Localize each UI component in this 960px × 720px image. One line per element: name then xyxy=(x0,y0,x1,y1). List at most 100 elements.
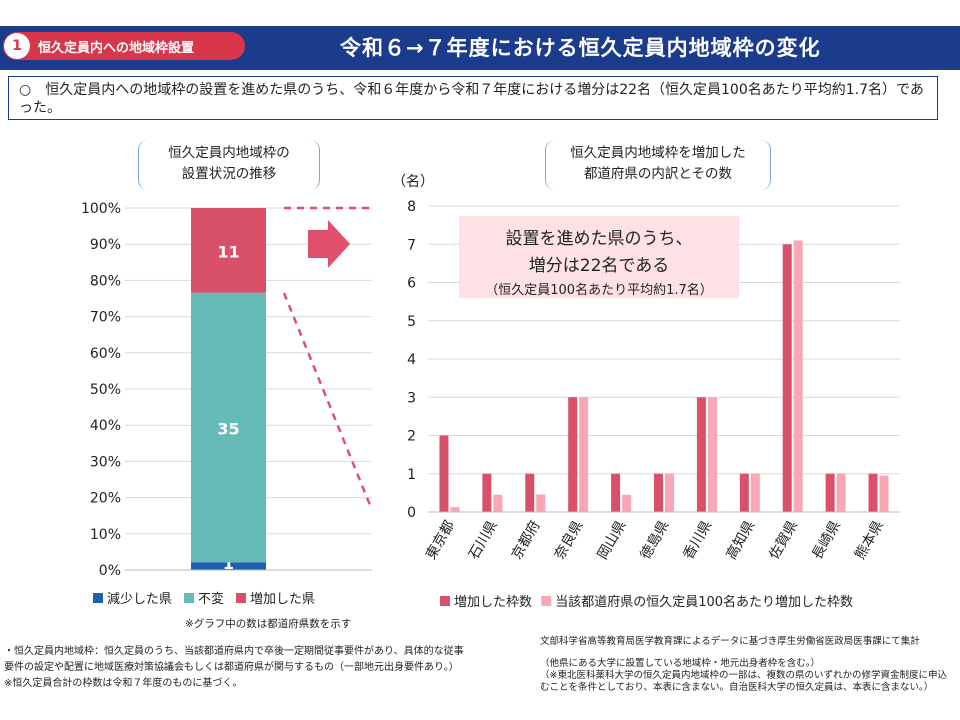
x-tick-label: 岡山県 xyxy=(595,518,630,562)
right-heading-line2: 都道府県の内訳とその数 xyxy=(583,166,733,182)
y-tick-label: 10% xyxy=(90,527,121,543)
bar-increase xyxy=(782,244,792,512)
callout-box: 設置を進めた県のうち、 増分は22名である （恒久定員100名あたり平均約1.7… xyxy=(459,216,739,298)
x-tick-label: 徳島県 xyxy=(638,518,673,562)
source-note: 文部科学省高等教育局医学教育課によるデータに基づき厚生労働省医政局医事課にて集計… xyxy=(540,636,960,694)
bar-per100 xyxy=(836,473,846,512)
bar-increase xyxy=(739,473,749,512)
section-label: 恒久定員内への地域枠設置 xyxy=(38,40,195,56)
legend-label: 増加した枠数 xyxy=(454,595,532,610)
x-tick-label: 熊本県 xyxy=(852,518,887,562)
connector-line-bottom xyxy=(282,292,374,511)
y-tick-label: 30% xyxy=(90,454,121,470)
callout-line3: （恒久定員100名あたり平均約1.7名） xyxy=(485,283,713,298)
y-tick-label: 8 xyxy=(407,199,416,215)
segment-data-label: 1 xyxy=(223,554,234,573)
y-tick-label: 1 xyxy=(407,467,416,483)
y-tick-label: 7 xyxy=(407,237,416,253)
x-tick-label: 長崎県 xyxy=(809,518,844,562)
left-chart-heading: 恒久定員内地域枠の 設置状況の推移 xyxy=(138,140,320,190)
page-title: 令和６→７年度における恒久定員内地域枠の変化 xyxy=(340,36,821,60)
x-tick-label: 東京都 xyxy=(423,518,458,562)
section-badge: 1 恒久定員内への地域枠設置 xyxy=(3,32,245,60)
y-tick-label: 100% xyxy=(81,201,121,217)
y-tick-label: 6 xyxy=(407,276,416,292)
stacked-segment-2 xyxy=(191,292,266,563)
y-tick-label: 2 xyxy=(407,429,416,445)
section-number: 1 xyxy=(4,33,30,59)
stacked-segment-1 xyxy=(191,562,266,570)
bar-per100 xyxy=(750,473,760,512)
legend-label: 減少した県 xyxy=(107,591,172,607)
right-chart-heading: 恒久定員内地域枠を増加した 都道府県の内訳とその数 xyxy=(545,140,771,190)
x-tick-label: 香川県 xyxy=(681,518,716,562)
x-tick-label: 京都府 xyxy=(509,518,544,562)
y-axis-label: （名） xyxy=(392,174,434,190)
bar-per100 xyxy=(665,473,674,512)
y-tick-label: 5 xyxy=(407,314,416,330)
bar-increase xyxy=(568,397,578,512)
y-tick-label: 3 xyxy=(407,390,416,406)
bar-per100 xyxy=(536,494,546,512)
x-tick-label: 奈良県 xyxy=(552,518,587,562)
stacked-segment-3 xyxy=(191,208,266,293)
bar-per100 xyxy=(622,494,632,512)
bar-increase xyxy=(525,473,535,512)
footnotes: ・恒久定員内地域枠：恒久定員のうち、当該都道府県内で卒後一定期間従事要件があり、… xyxy=(4,644,524,692)
y-tick-label: 80% xyxy=(90,273,121,289)
source-line: 文部科学省高等教育局医学教育課によるデータに基づき厚生労働省医政局医事課にて集計 xyxy=(540,636,920,647)
connector-graphics xyxy=(282,206,374,511)
y-tick-label: 4 xyxy=(407,352,416,368)
left-heading-line1: 恒久定員内地域枠の xyxy=(168,145,290,161)
bar-increase xyxy=(654,473,663,512)
footnote-line: ※恒久定員合計の枠数は令和７年度のものに基づく。 xyxy=(4,678,243,689)
legend-label: 当該都道府県の恒久定員100名あたり増加した枠数 xyxy=(555,594,853,610)
legend-label: 不変 xyxy=(198,591,224,607)
bar-increase xyxy=(482,473,492,512)
bar-per100 xyxy=(450,507,460,512)
y-tick-label: 40% xyxy=(90,418,121,434)
y-tick-label: 0% xyxy=(99,563,121,579)
left-stacked-chart: 0% 10% 20% 30% 40% 50% 60% 70% 80% 90% 100% 1 35 11 減少… xyxy=(81,201,372,630)
y-tick-label: 0 xyxy=(407,505,416,521)
callout-line1: 設置を進めた県のうち、 xyxy=(505,229,693,249)
bar-per100 xyxy=(793,240,803,513)
source-line: （他県にある大学に設置している地域枠・地元出身者枠を含む。） xyxy=(540,658,820,669)
segment-data-label: 11 xyxy=(217,242,239,261)
bar-per100 xyxy=(707,397,717,512)
bar-per100 xyxy=(579,397,589,512)
x-tick-label: 佐賀県 xyxy=(766,518,801,562)
source-line: むことを条件としており、本表に含まない。自治医科大学の恒久定員は、本表に含まない… xyxy=(540,682,934,693)
legend-note: ※グラフ中の数は都道府県数を示す xyxy=(185,617,351,630)
footnote-line: ・恒久定員内地域枠：恒久定員のうち、当該都道府県内で卒後一定期間従事要件があり、… xyxy=(4,646,464,657)
legend-swatch xyxy=(93,593,103,603)
y-tick-label: 50% xyxy=(90,382,121,398)
y-tick-label: 20% xyxy=(90,491,121,507)
bar-increase xyxy=(611,473,621,512)
right-arrow-icon xyxy=(308,220,350,268)
footnote-line: 要件の設定や配置に地域医療対策協議会もしくは都道府県が関与するもの（一部地元出身… xyxy=(4,662,459,673)
source-line: （※東北医科薬科大学の恒久定員内地域枠の一部は、複数の県のいずれかの修学資金制度… xyxy=(540,670,947,681)
bar-increase xyxy=(696,397,706,512)
bar-increase xyxy=(439,435,449,512)
bar-per100 xyxy=(493,494,503,512)
legend-swatch xyxy=(541,596,552,606)
callout-line2: 増分は22名である xyxy=(528,256,670,276)
bar-increase xyxy=(868,473,878,512)
right-heading-line1: 恒久定員内地域枠を増加した xyxy=(570,145,746,161)
summary-box: ○ 恒久定員内への地域枠の設置を進めた県のうち、令和６年度から令和７年度における… xyxy=(8,76,938,120)
legend-swatch xyxy=(440,596,450,606)
y-tick-label: 60% xyxy=(90,346,121,362)
y-tick-label: 90% xyxy=(90,237,121,253)
legend-swatch xyxy=(236,593,246,603)
y-tick-label: 70% xyxy=(90,310,121,326)
x-tick-label: 高知県 xyxy=(723,518,759,563)
x-tick-label: 石川県 xyxy=(466,518,501,562)
segment-data-label: 35 xyxy=(217,420,239,439)
left-heading-line2: 設置状況の推移 xyxy=(181,166,277,182)
bar-increase xyxy=(825,473,835,512)
bar-per100 xyxy=(879,475,889,512)
legend-swatch xyxy=(184,593,194,603)
legend-label: 増加した県 xyxy=(250,592,315,607)
